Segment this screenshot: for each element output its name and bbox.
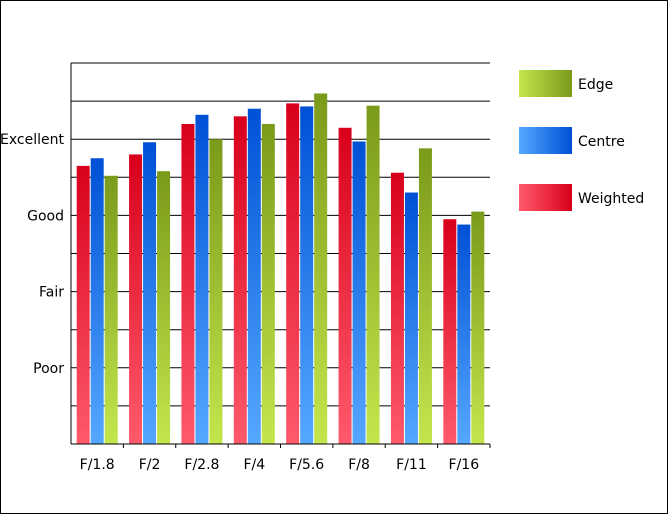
bar-centre-6 <box>404 192 418 444</box>
x-tick-labels: F/1.8 F/2 F/2.8 F/4 F/5.6 F/8 F/11 F/16 <box>80 457 480 473</box>
bar-weighted-3 <box>233 116 247 444</box>
x-tick-label: F/2 <box>139 457 161 473</box>
bar-weighted-2 <box>181 123 195 445</box>
bar-edge-6 <box>418 148 432 444</box>
legend-label-edge: Edge <box>578 77 613 93</box>
y-tick-labels: Poor Fair Good Excellent <box>0 132 64 377</box>
bar-weighted-6 <box>390 172 404 444</box>
x-tick-label: F/5.6 <box>289 457 324 473</box>
x-tick-label: F/1.8 <box>80 457 115 473</box>
x-tick-label: F/2.8 <box>184 457 219 473</box>
legend-swatch-edge <box>519 70 572 97</box>
bar-weighted-7 <box>443 219 457 444</box>
bar-centre-2 <box>195 114 209 444</box>
legend-label-weighted: Weighted <box>578 191 644 207</box>
legend-swatch-weighted <box>519 184 572 211</box>
y-tick-label: Good <box>27 208 64 224</box>
axes <box>70 63 491 448</box>
x-tick-label: F/16 <box>449 457 480 473</box>
bar-centre-0 <box>90 158 104 444</box>
bar-weighted-5 <box>338 127 352 445</box>
x-tick-label: F/4 <box>243 457 265 473</box>
bar-centre-5 <box>352 141 366 444</box>
bar-edge-2 <box>209 139 223 444</box>
bar-edge-7 <box>471 211 485 444</box>
y-tick-label: Fair <box>39 285 64 301</box>
bar-edge-1 <box>157 171 171 445</box>
bar-centre-1 <box>143 142 157 445</box>
bar-centre-4 <box>300 106 314 445</box>
bar-centre-7 <box>457 224 471 444</box>
x-tick-label: F/11 <box>396 457 427 473</box>
y-tick-label: Poor <box>33 361 64 377</box>
bars <box>76 93 485 445</box>
bar-edge-5 <box>366 105 380 444</box>
legend: Edge Centre Weighted <box>519 70 644 211</box>
legend-swatch-centre <box>519 127 572 154</box>
bar-edge-4 <box>314 93 328 444</box>
bar-edge-3 <box>261 123 275 445</box>
legend-label-centre: Centre <box>578 134 625 150</box>
bar-edge-0 <box>104 175 118 444</box>
x-tick-label: F/8 <box>348 457 370 473</box>
bar-centre-3 <box>247 108 261 444</box>
bar-weighted-0 <box>76 165 90 444</box>
bar-weighted-4 <box>286 103 300 445</box>
y-tick-label: Excellent <box>0 132 64 148</box>
bar-weighted-1 <box>129 154 143 444</box>
